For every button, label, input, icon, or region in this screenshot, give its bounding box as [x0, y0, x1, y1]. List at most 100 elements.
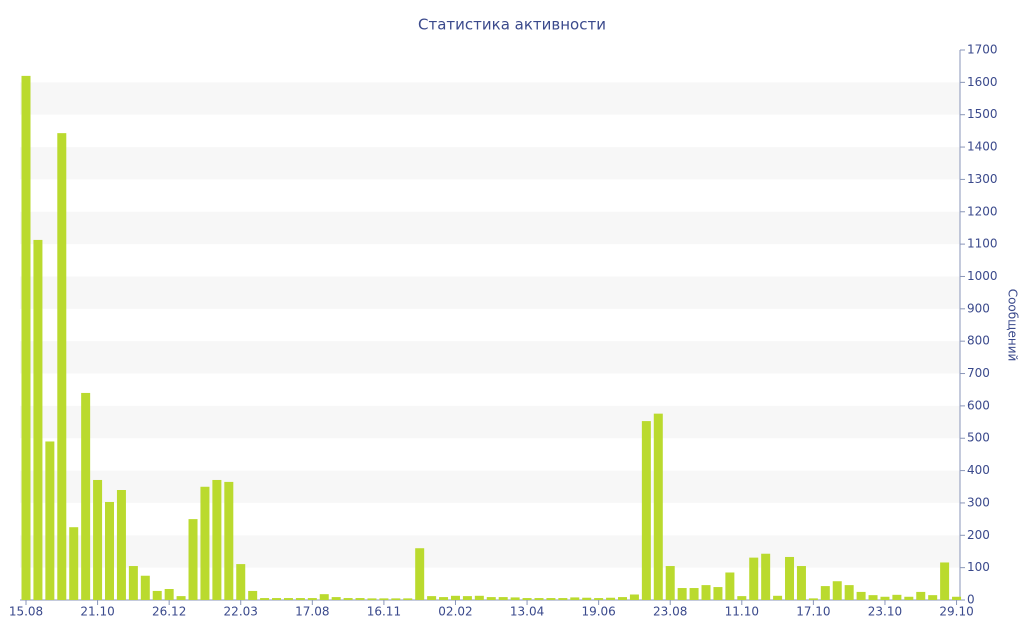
bar [212, 479, 222, 600]
chart-title: Статистика активности [418, 16, 606, 34]
y-tick-label: 1500 [967, 107, 998, 121]
bar [415, 548, 425, 600]
bar [725, 572, 735, 600]
bar [856, 591, 866, 600]
bar [570, 597, 580, 600]
bar [439, 597, 449, 600]
y-tick-label: 1100 [967, 237, 998, 251]
bar [796, 566, 806, 600]
grid-band [20, 341, 960, 374]
bar [665, 566, 675, 600]
bar [737, 596, 747, 600]
y-tick-label: 1200 [967, 204, 998, 218]
bar [952, 596, 962, 600]
bar [140, 575, 150, 600]
bar [880, 596, 890, 600]
y-tick-label: 300 [967, 495, 990, 509]
x-tick-label: 02.02 [438, 605, 472, 619]
bar [761, 553, 771, 600]
bar [892, 594, 902, 600]
y-tick-label: 1000 [967, 269, 998, 283]
x-tick-label: 19.06 [581, 605, 615, 619]
bar [606, 597, 616, 600]
bar [940, 562, 950, 600]
bar [618, 597, 627, 600]
bar [379, 598, 389, 600]
bar [713, 587, 723, 600]
bar [629, 594, 639, 600]
bar [904, 596, 914, 600]
bar [343, 598, 353, 600]
bar [272, 598, 282, 600]
bar [319, 594, 329, 600]
bar [331, 597, 341, 600]
bar [295, 598, 305, 600]
x-tick-label: 15.08 [9, 605, 43, 619]
y-tick-label: 800 [967, 334, 990, 348]
x-tick-label: 17.10 [796, 605, 830, 619]
bar [355, 598, 365, 600]
bar [57, 133, 67, 600]
bar [391, 598, 401, 600]
y-tick-label: 600 [967, 398, 990, 412]
bar [546, 598, 556, 600]
bar [522, 598, 532, 600]
bar [820, 586, 830, 600]
grid-band [20, 211, 960, 245]
x-tick-label: 11.10 [725, 605, 759, 619]
bar [105, 501, 115, 600]
bar [427, 596, 437, 600]
bar [33, 239, 43, 601]
bar [928, 595, 938, 600]
bar [808, 598, 818, 600]
y-axis-label: Сообщений [1006, 289, 1020, 362]
bar [701, 585, 711, 600]
bar [785, 556, 795, 600]
bar [773, 595, 783, 600]
bar [188, 519, 198, 600]
bar [916, 591, 926, 600]
bar [474, 595, 484, 600]
y-tick-label: 1700 [967, 43, 998, 57]
bar [116, 490, 126, 600]
y-tick-label: 1400 [967, 140, 998, 154]
x-tick-label: 23.08 [653, 605, 687, 619]
bar [367, 598, 377, 600]
bar [641, 421, 651, 600]
y-tick-label: 900 [967, 301, 990, 315]
grid-band [20, 147, 960, 180]
bar [81, 392, 91, 600]
bar [844, 585, 854, 600]
bar [283, 598, 293, 600]
grid-band [20, 535, 960, 568]
bar [45, 441, 55, 600]
grid-band [20, 276, 960, 309]
y-tick-label: 100 [967, 560, 990, 574]
x-tick-label: 26.12 [152, 605, 186, 619]
bar [200, 486, 210, 600]
bar [498, 597, 508, 600]
bar [594, 598, 604, 600]
bar [21, 75, 31, 601]
bar [224, 481, 234, 600]
bar [307, 598, 317, 600]
bar [749, 557, 759, 600]
y-tick-label: 700 [967, 366, 990, 380]
bar [260, 598, 270, 600]
x-tick-label: 21.10 [80, 605, 114, 619]
x-tick-label: 22.03 [224, 605, 258, 619]
bar [653, 413, 663, 600]
bar [832, 581, 842, 600]
x-tick-label: 17.08 [295, 605, 329, 619]
y-tick-label: 0 [967, 593, 975, 607]
bar [152, 590, 162, 600]
y-tick-label: 1300 [967, 172, 998, 186]
bar [128, 566, 138, 600]
y-tick-label: 500 [967, 431, 990, 445]
bar [534, 598, 544, 600]
x-tick-label: 23.10 [868, 605, 902, 619]
bar [164, 589, 174, 600]
bar [450, 595, 460, 600]
bar [176, 596, 186, 600]
